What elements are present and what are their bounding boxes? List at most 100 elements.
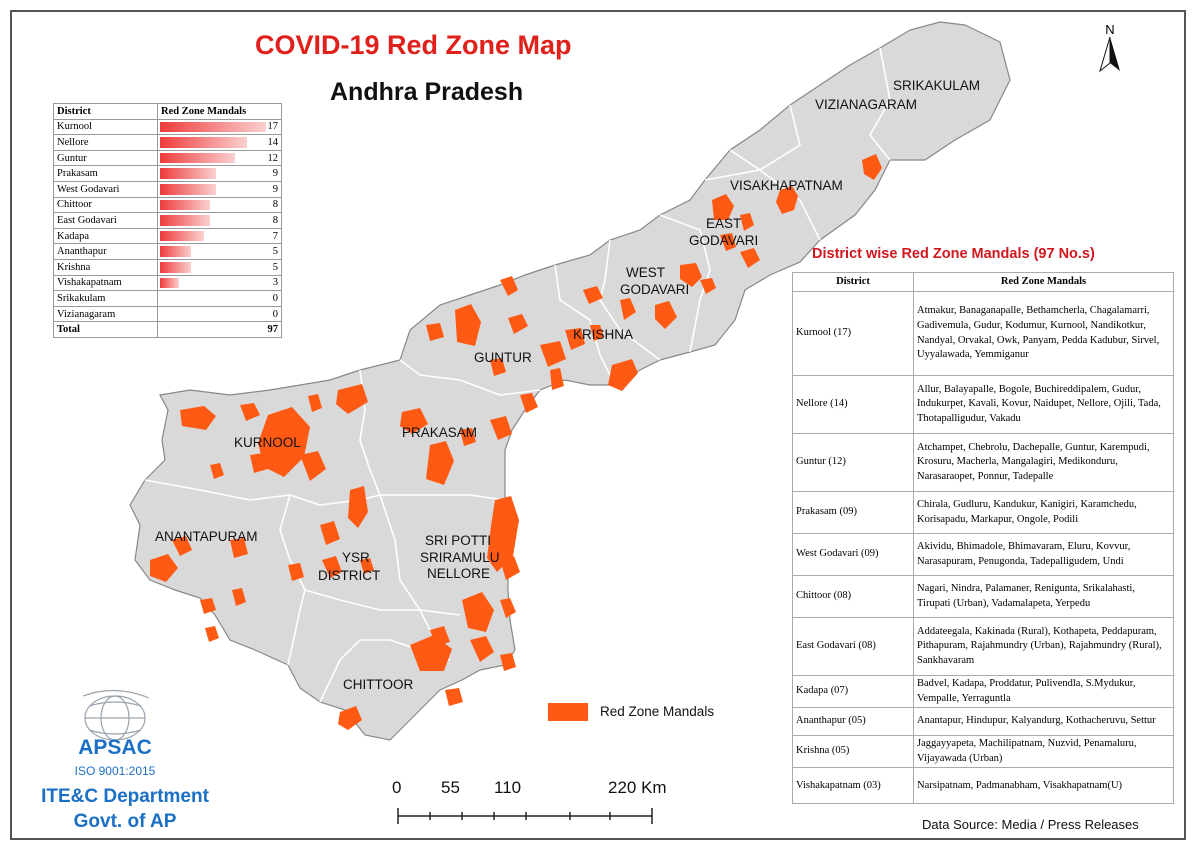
label-kurnool: KURNOOL xyxy=(234,435,301,450)
summary-count: 8 xyxy=(272,199,278,211)
mandal-row: Guntur (12) Atchampet, Chebrolu, Dachepal… xyxy=(792,433,1174,492)
summary-row: Prakasam 9 xyxy=(53,165,282,182)
label-guntur: GUNTUR xyxy=(474,350,532,365)
legend-swatch xyxy=(548,703,588,721)
summary-count: 17 xyxy=(267,121,279,133)
summary-row: Vishakapatnam 3 xyxy=(53,274,282,292)
label-visakhapatnam: VISAKHAPATNAM xyxy=(730,178,843,193)
label-vizianagaram: VIZIANAGARAM xyxy=(815,97,917,112)
summary-count-bar xyxy=(160,277,179,289)
summary-row: Kadapa 7 xyxy=(53,227,282,245)
summary-count-bar xyxy=(160,183,216,195)
summary-district: Kurnool xyxy=(53,118,158,136)
summary-district: West Godavari xyxy=(53,180,158,198)
summary-row: Chittoor 8 xyxy=(53,196,282,214)
label-west: WEST xyxy=(626,265,665,280)
summary-district: Srikakulam xyxy=(53,290,158,307)
apsac-globe-logo-icon xyxy=(82,689,150,740)
scale-label-110: 110 xyxy=(494,778,522,797)
scale-label-0: 0 xyxy=(392,778,402,797)
label-godavari-west: GODAVARI xyxy=(620,282,689,297)
mandal-district: Kurnool (17) xyxy=(792,291,914,376)
summary-count: 12 xyxy=(267,152,279,164)
mandal-list: Jaggayyapeta, Machilipatnam, Nuzvid, Pen… xyxy=(913,735,1174,769)
summary-count: 3 xyxy=(272,277,278,289)
mandal-list: Badvel, Kadapa, Proddatur, Pulivendla, S… xyxy=(913,674,1174,709)
label-prakasam: PRAKASAM xyxy=(402,425,477,440)
mandal-district: Nellore (14) xyxy=(792,375,914,434)
mandal-row: Nellore (14) Allur, Balayapalle, Bogole, … xyxy=(792,375,1174,434)
mandal-list: Allur, Balayapalle, Bogole, Buchireddipa… xyxy=(913,375,1174,434)
summary-row: Kurnool 17 xyxy=(53,118,282,136)
summary-district: Nellore xyxy=(53,134,158,151)
red-zone-patches xyxy=(150,154,882,730)
mandal-list: Atchampet, Chebrolu, Dachepalle, Guntur,… xyxy=(913,433,1174,492)
data-source-note: Data Source: Media / Press Releases xyxy=(922,817,1139,832)
summary-count: 7 xyxy=(272,230,278,242)
summary-row: West Godavari 9 xyxy=(53,180,282,198)
mandal-district: Krishna (05) xyxy=(792,735,914,769)
summary-count-bar xyxy=(160,246,192,257)
label-krishna: KRISHNA xyxy=(573,327,633,342)
summary-count-bar xyxy=(160,152,235,164)
mandal-row: Kurnool (17) Atmakur, Banaganapalle, Beth… xyxy=(792,291,1174,376)
scale-label-55: 55 xyxy=(441,778,460,797)
label-district: DISTRICT xyxy=(318,568,380,583)
mandal-row: Krishna (05) Jaggayyapeta, Machilipatnam,… xyxy=(792,735,1174,769)
summary-count: 9 xyxy=(272,168,278,180)
summary-table: District Red Zone Mandals Kurnool 17 Nello… xyxy=(53,103,282,338)
summary-count-bar xyxy=(160,121,266,133)
mandal-table-title: District wise Red Zone Mandals (97 No.s) xyxy=(812,246,1095,262)
legend-label: Red Zone Mandals xyxy=(600,704,715,719)
summary-row: Krishna 5 xyxy=(53,258,282,276)
mandal-list: Nagari, Nindra, Palamaner, Renigunta, Sr… xyxy=(913,575,1174,618)
label-chittoor: CHITTOOR xyxy=(343,677,413,692)
summary-count-bar xyxy=(160,168,216,179)
scale-bar xyxy=(397,808,653,824)
summary-count-bar xyxy=(160,137,248,148)
label-anantapuram: ANANTAPURAM xyxy=(155,529,258,544)
summary-row: Ananthapur 5 xyxy=(53,243,282,260)
label-east: EAST xyxy=(706,216,741,231)
summary-district: Kadapa xyxy=(53,227,158,245)
summary-district: Ananthapur xyxy=(53,243,158,260)
mandal-table: District Red Zone Mandals Kurnool (17) At… xyxy=(792,272,1174,805)
summary-district: Vishakapatnam xyxy=(53,274,158,292)
district-labels: SRIKAKULAM VIZIANAGARAM VISAKHAPATNAM EA… xyxy=(155,78,980,692)
summary-row: Guntur 12 xyxy=(53,149,282,167)
mandal-row: East Godavari (08) Addateegala, Kakinada … xyxy=(792,617,1174,676)
summary-district: Vizianagaram xyxy=(53,305,158,323)
mandal-list: Anantapur, Hindupur, Kalyandurg, Kothach… xyxy=(913,707,1174,737)
summary-count: 5 xyxy=(272,261,278,273)
summary-count-bar xyxy=(160,230,204,242)
mandal-district: Chittoor (08) xyxy=(792,575,914,618)
mandal-district: Prakasam (09) xyxy=(792,491,914,534)
north-arrow: N xyxy=(1096,22,1124,78)
summary-count: 14 xyxy=(267,136,279,148)
mandal-district: East Godavari (08) xyxy=(792,617,914,676)
summary-district: Chittoor xyxy=(53,196,158,214)
summary-district: Prakasam xyxy=(53,165,158,182)
org-dept-line1: ITE&C Department xyxy=(41,786,209,807)
label-sri-potti: SRI POTTI xyxy=(425,533,491,548)
mandal-row: Prakasam (09) Chirala, Gudluru, Kandukur,… xyxy=(792,491,1174,534)
mandal-list: Atmakur, Banaganapalle, Bethamcherla, Ch… xyxy=(913,291,1174,376)
summary-row: Nellore 14 xyxy=(53,134,282,151)
mandal-district: Kadapa (07) xyxy=(792,674,914,709)
north-arrow-icon xyxy=(1099,36,1120,73)
map-frame xyxy=(10,10,1186,840)
scale-label-220: 220 Km xyxy=(608,778,667,797)
mandal-row: Vishakapatnam (03) Narsipatnam, Padmanabh… xyxy=(792,767,1174,805)
summary-row: Srikakulam 0 xyxy=(53,290,282,307)
mandal-header-district: District xyxy=(792,272,914,292)
mandal-district: West Godavari (09) xyxy=(792,533,914,576)
mandal-district: Ananthapur (05) xyxy=(792,707,914,737)
mandal-district: Vishakapatnam (03) xyxy=(792,767,914,805)
mandal-row: Chittoor (08) Nagari, Nindra, Palamaner, … xyxy=(792,575,1174,618)
summary-total-value: 97 xyxy=(267,324,279,336)
label-srikakulam: SRIKAKULAM xyxy=(893,78,980,93)
org-department: ITE&C Department Govt. of AP xyxy=(20,784,230,834)
summary-district: Guntur xyxy=(53,149,158,167)
label-godavari-east: GODAVARI xyxy=(689,233,758,248)
